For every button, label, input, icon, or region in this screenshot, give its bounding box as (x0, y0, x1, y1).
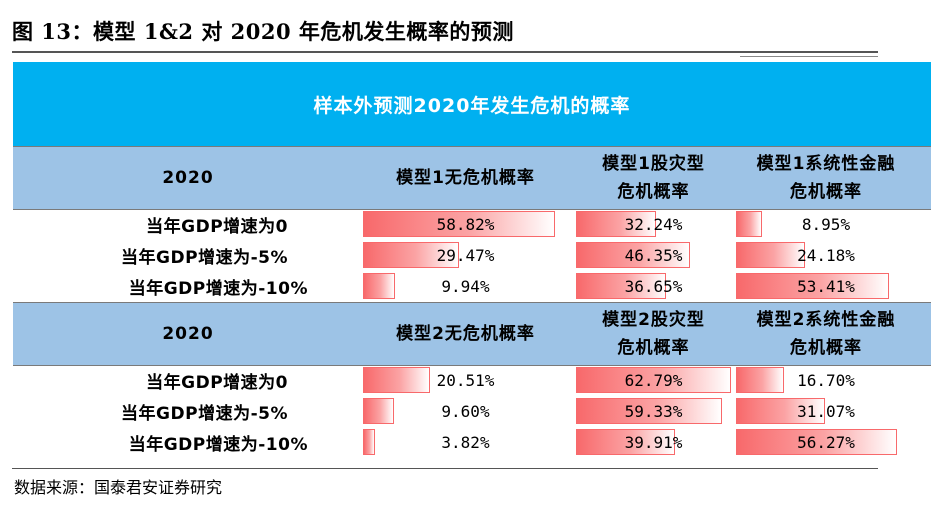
title-underline-secondary (740, 56, 878, 57)
table-title: 样本外预测2020年发生危机的概率 (313, 94, 631, 117)
data-bar (576, 367, 731, 393)
data-bar (576, 211, 656, 237)
data-label: 36.65% (624, 276, 683, 296)
value-cell: 29.47% (363, 242, 568, 268)
header-year: 2020 (162, 324, 214, 344)
row-label: 当年GDP增速为0 (146, 217, 288, 237)
value-cell: 39.91% (576, 429, 731, 455)
data-bar (363, 429, 376, 455)
data-bar (736, 273, 890, 299)
data-label: 58.82% (436, 214, 495, 234)
table-row: 当年GDP增速为-10% 9.94% 36.65% 53.41% (13, 271, 931, 302)
data-label: 20.51% (436, 370, 495, 390)
data-label: 62.79% (624, 370, 683, 390)
data-label: 59.33% (624, 401, 683, 421)
value-cell: 56.27% (736, 429, 916, 455)
probability-table: 样本外预测2020年发生危机的概率 2020 模型1无危机概率 模型1股灾型 危机概… (13, 62, 931, 462)
row-label: 当年GDP增速为-5% (121, 248, 288, 268)
data-label: 16.70% (797, 370, 855, 390)
value-cell: 8.95% (736, 211, 916, 237)
title-underline (12, 51, 878, 53)
data-label: 24.18% (797, 245, 855, 265)
data-bar (576, 273, 667, 299)
value-cell: 59.33% (576, 398, 731, 424)
data-label: 9.94% (441, 276, 490, 296)
row-label: 当年GDP增速为-10% (128, 279, 308, 299)
value-cell: 9.94% (363, 273, 568, 299)
data-bar (363, 367, 430, 393)
value-cell: 53.41% (736, 273, 916, 299)
source-note: 数据来源：国泰君安证券研究 (14, 478, 223, 497)
header-col-1: 模型1无危机概率 (396, 168, 535, 188)
value-cell: 62.79% (576, 367, 731, 393)
data-bar (576, 242, 691, 268)
data-label: 31.07% (797, 401, 855, 421)
data-bar (363, 242, 460, 268)
value-cell: 9.60% (363, 398, 568, 424)
data-label: 32.24% (624, 214, 683, 234)
table-header-1: 2020 模型1无危机概率 模型1股灾型 危机概率 模型1系统性金融 危机概率 (13, 146, 931, 210)
value-cell: 36.65% (576, 273, 731, 299)
header-col-1: 模型2无危机概率 (396, 324, 535, 344)
data-label: 3.82% (441, 432, 490, 452)
value-cell: 58.82% (363, 211, 568, 237)
data-bar (736, 242, 806, 268)
data-label: 53.41% (797, 276, 855, 296)
data-bar (576, 429, 675, 455)
data-bar (363, 398, 395, 424)
table-row: 当年GDP增速为-10% 3.82% 39.91% 56.27% (13, 427, 931, 458)
data-bar (736, 211, 762, 237)
data-bar (736, 367, 784, 393)
row-label: 当年GDP增速为0 (146, 373, 288, 393)
data-label: 39.91% (624, 432, 683, 452)
table-banner: 样本外预测2020年发生危机的概率 (13, 62, 931, 147)
value-cell: 46.35% (576, 242, 731, 268)
value-cell: 3.82% (363, 429, 568, 455)
row-label: 当年GDP增速为-5% (121, 404, 288, 424)
data-bar (363, 211, 556, 237)
source-rule (12, 468, 878, 469)
header-year: 2020 (162, 168, 214, 188)
header-col-3: 模型2系统性金融 危机概率 (756, 310, 896, 358)
data-label: 46.35% (624, 245, 683, 265)
data-bar (736, 398, 826, 424)
data-label: 9.60% (441, 401, 490, 421)
data-label: 56.27% (797, 432, 855, 452)
header-col-2: 模型2股灾型 危机概率 (602, 310, 705, 358)
data-label: 8.95% (801, 214, 851, 234)
figure-title: 图 13：模型 1&2 对 2020 年危机发生概率的预测 (12, 19, 514, 44)
table-row: 当年GDP增速为0 20.51% 62.79% 16.70% (13, 365, 931, 396)
row-label: 当年GDP增速为-10% (128, 435, 308, 455)
value-cell: 24.18% (736, 242, 916, 268)
value-cell: 32.24% (576, 211, 731, 237)
table-header-2: 2020 模型2无危机概率 模型2股灾型 危机概率 模型2系统性金融 危机概率 (13, 302, 931, 366)
value-cell: 31.07% (736, 398, 916, 424)
data-bar (363, 273, 396, 299)
header-col-2: 模型1股灾型 危机概率 (602, 154, 705, 202)
value-cell: 16.70% (736, 367, 916, 393)
table-row: 当年GDP增速为-5% 9.60% 59.33% 31.07% (13, 396, 931, 427)
data-bar (736, 429, 898, 455)
table-row: 当年GDP增速为-5% 29.47% 46.35% 24.18% (13, 240, 931, 271)
data-bar (576, 398, 723, 424)
table-row: 当年GDP增速为0 58.82% 32.24% 8.95% (13, 209, 931, 240)
data-label: 29.47% (436, 245, 495, 265)
value-cell: 20.51% (363, 367, 568, 393)
header-col-3: 模型1系统性金融 危机概率 (756, 154, 896, 202)
